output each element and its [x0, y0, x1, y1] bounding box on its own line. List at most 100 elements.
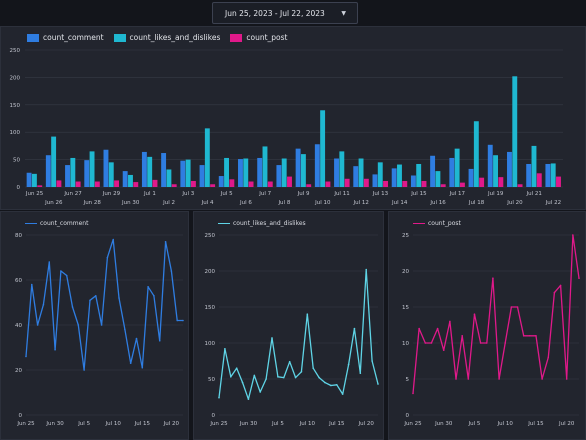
- x-tick-label: Jul 22: [545, 200, 561, 206]
- line-legend-post: count_post: [413, 220, 461, 227]
- y-tick-label: 150: [205, 305, 216, 311]
- legend-label-post: count_post: [246, 33, 288, 42]
- bar-1: [147, 156, 153, 187]
- data-point: [271, 337, 273, 339]
- bar-0: [84, 160, 90, 187]
- x-tick-label: Jul 8: [277, 200, 290, 206]
- y-tick-label: 25: [402, 233, 409, 239]
- bar-2: [171, 184, 177, 187]
- line-chart-likes: 0 50 100 150 200 250 Jun 25 Jun 30 Jul 5 Jul 10 Ju…: [205, 233, 379, 427]
- data-point: [31, 283, 33, 286]
- bar-2: [133, 182, 139, 187]
- x-tick-label: Jul 15: [134, 421, 151, 427]
- data-point: [312, 367, 315, 369]
- y-tick-label: 50: [208, 377, 215, 383]
- y-tick-label: 20: [15, 368, 22, 374]
- data-point: [529, 335, 531, 337]
- legend-line-comment: [25, 222, 37, 225]
- data-point: [436, 327, 439, 330]
- data-point: [282, 376, 285, 379]
- bar-chart-panel: count_comment count_likes_and_dislikes c…: [0, 26, 586, 210]
- legend-swatch-comment: [27, 33, 39, 42]
- bar-1: [204, 128, 210, 187]
- bar-2: [517, 184, 523, 187]
- x-tick-label: Jun 30: [45, 421, 64, 427]
- bar-2: [479, 177, 485, 187]
- bar-2: [344, 178, 350, 187]
- bar-0: [334, 158, 339, 187]
- bar-1: [262, 146, 268, 187]
- bar-chart-legend: count_comment count_likes_and_dislikes c…: [27, 33, 287, 42]
- data-point: [100, 324, 103, 326]
- bar-1: [358, 158, 364, 187]
- bar-0: [257, 157, 263, 187]
- x-tick-label: Jun 25: [25, 191, 44, 197]
- y-tick-label: 60: [15, 278, 22, 284]
- y-tick-label: 0: [19, 413, 23, 419]
- x-tick-label: Jul 18: [468, 200, 485, 206]
- date-range-picker[interactable]: Jun 25, 2023 - Jul 22, 2023 ▼: [212, 2, 358, 24]
- data-point: [510, 306, 513, 308]
- bar-0: [526, 163, 532, 187]
- bar-2: [363, 178, 369, 187]
- x-tick-label: Jun 30: [121, 200, 140, 206]
- data-point: [153, 294, 155, 297]
- bar-2: [94, 181, 100, 187]
- data-point: [341, 393, 344, 395]
- data-point: [36, 324, 39, 326]
- bar-0: [430, 155, 436, 187]
- x-tick-label: Jul 5: [271, 421, 284, 427]
- x-tick-label: Jul 4: [201, 200, 214, 206]
- data-point: [353, 327, 356, 330]
- bar-2: [248, 181, 254, 187]
- data-point: [359, 372, 362, 375]
- bar-0: [449, 157, 455, 187]
- x-tick-label: Jun 25: [403, 421, 422, 427]
- data-point: [498, 378, 500, 380]
- y-tick-label: 0: [212, 413, 216, 419]
- line-chart-panel-post: count_post 0 5 10 15 20 25 Jun 25 Jun 30 Jul 5 Ju…: [388, 211, 586, 440]
- bar-1: [512, 76, 518, 187]
- bar-1: [31, 173, 37, 187]
- legend-item-post[interactable]: count_post: [230, 33, 287, 42]
- data-point: [224, 347, 226, 350]
- data-point: [170, 270, 173, 272]
- legend-item-likes[interactable]: count_likes_and_dislikes: [113, 33, 221, 42]
- x-tick-label: Jul 2: [162, 200, 175, 206]
- x-tick-label: Jul 5: [77, 421, 90, 427]
- bar-2: [402, 180, 408, 187]
- bar-0: [314, 144, 320, 187]
- data-point: [541, 378, 543, 380]
- bar-1: [185, 159, 191, 187]
- bar-2: [459, 182, 465, 187]
- line-chart-panel-comment: count_comment 0 20 40 60 80 Jun 25 Jun 30 Jul 5…: [0, 211, 189, 440]
- bar-0: [122, 171, 128, 187]
- x-tick-label: Jul 6: [239, 200, 252, 206]
- data-point: [565, 378, 568, 380]
- data-point: [467, 378, 470, 380]
- bar-1: [243, 158, 249, 187]
- bar-0: [545, 163, 551, 187]
- legend-item-comment[interactable]: count_comment: [27, 33, 104, 42]
- data-point: [218, 396, 220, 399]
- data-point: [324, 381, 326, 384]
- bar-1: [128, 174, 133, 187]
- line-legend-comment: count_comment: [25, 220, 88, 227]
- x-tick-label: Jun 30: [239, 421, 258, 427]
- x-tick-label: Jul 12: [353, 200, 369, 206]
- bar-0: [65, 165, 70, 187]
- data-point: [94, 294, 97, 297]
- x-tick-label: Jun 27: [63, 191, 82, 197]
- y-tick-label: 80: [15, 233, 22, 239]
- bar-1: [224, 157, 229, 187]
- legend-label-likes: count_likes_and_dislikes: [129, 33, 221, 42]
- y-tick-label: 200: [10, 75, 21, 81]
- data-point: [253, 374, 256, 377]
- data-point: [492, 277, 494, 279]
- bar-2: [421, 180, 427, 187]
- bar-2: [325, 181, 331, 187]
- data-point: [259, 391, 262, 393]
- bar-0: [199, 165, 205, 187]
- x-tick-label: Jul 9: [297, 191, 310, 197]
- x-tick-label: Jul 21: [525, 191, 541, 197]
